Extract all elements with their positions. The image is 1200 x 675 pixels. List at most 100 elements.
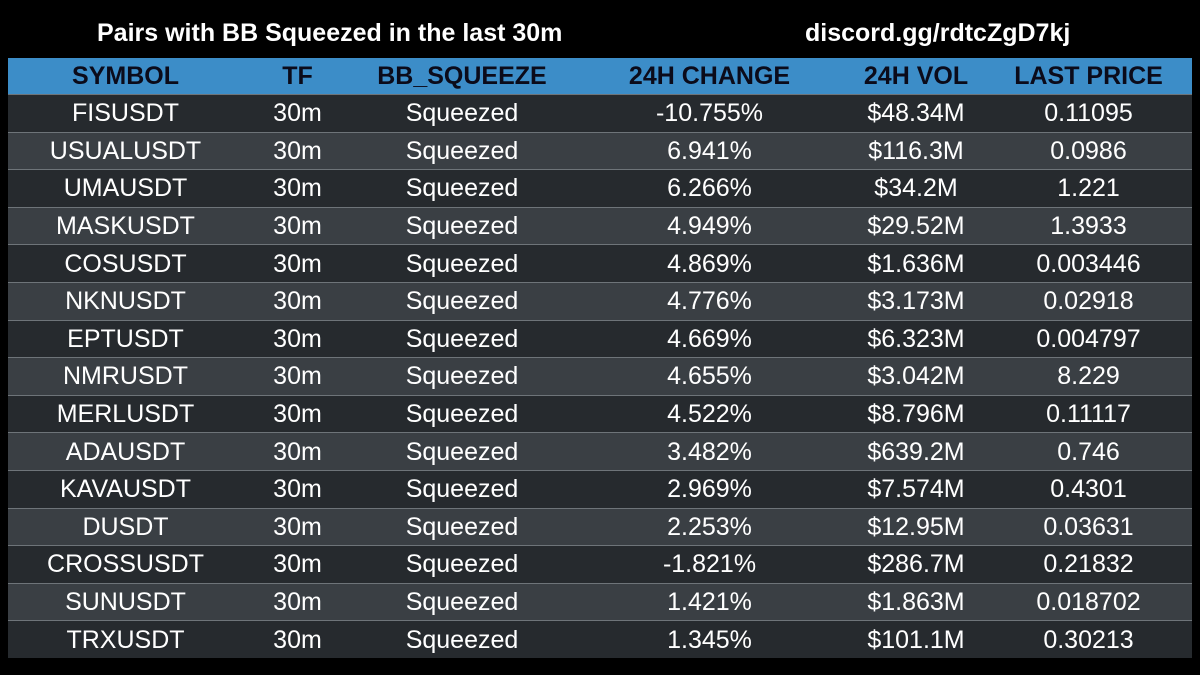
cell-24h-change: 4.522% (572, 394, 847, 433)
table-row: UMAUSDT 30m Squeezed 6.266% $34.2M 1.221 (8, 169, 1192, 208)
cell-bb-squeeze: Squeezed (352, 582, 572, 621)
cell-24h-vol: $1.636M (847, 244, 985, 283)
cell-last-price: 0.03631 (985, 507, 1192, 546)
cell-tf: 30m (243, 582, 352, 621)
cell-tf: 30m (243, 394, 352, 433)
cell-24h-change: 6.266% (572, 169, 847, 208)
cell-24h-change: 2.253% (572, 507, 847, 546)
cell-tf: 30m (243, 94, 352, 133)
cell-24h-change: 4.869% (572, 244, 847, 283)
table-row: NMRUSDT 30m Squeezed 4.655% $3.042M 8.229 (8, 357, 1192, 396)
cell-symbol: TRXUSDT (8, 620, 243, 658)
column-header-24h-change: 24H CHANGE (572, 58, 847, 95)
table-header-row: SYMBOL TF BB_SQUEEZE 24H CHANGE 24H VOL … (8, 58, 1192, 95)
table-row: USUALUSDT 30m Squeezed 6.941% $116.3M 0.0986 (8, 131, 1192, 170)
cell-symbol: ADAUSDT (8, 432, 243, 471)
cell-tf: 30m (243, 281, 352, 321)
cell-last-price: 0.003446 (985, 244, 1192, 283)
table-row: ADAUSDT 30m Squeezed 3.482% $639.2M 0.746 (8, 432, 1192, 471)
discord-link[interactable]: discord.gg/rdtcZgD7kj (805, 19, 1071, 47)
table-body: FISUSDT 30m Squeezed -10.755% $48.34M 0.11095… (8, 94, 1192, 658)
cell-tf: 30m (243, 432, 352, 471)
cell-24h-change: 4.949% (572, 206, 847, 245)
cell-24h-change: 4.776% (572, 281, 847, 321)
cell-24h-change: 6.941% (572, 131, 847, 170)
cell-last-price: 0.746 (985, 432, 1192, 471)
cell-24h-vol: $8.796M (847, 394, 985, 433)
cell-bb-squeeze: Squeezed (352, 169, 572, 208)
cell-24h-vol: $116.3M (847, 131, 985, 170)
cell-bb-squeeze: Squeezed (352, 94, 572, 133)
cell-24h-vol: $7.574M (847, 469, 985, 509)
squeeze-table: SYMBOL TF BB_SQUEEZE 24H CHANGE 24H VOL … (8, 58, 1192, 658)
cell-tf: 30m (243, 319, 352, 358)
table-row: MERLUSDT 30m Squeezed 4.522% $8.796M 0.11117 (8, 394, 1192, 433)
cell-bb-squeeze: Squeezed (352, 432, 572, 471)
cell-tf: 30m (243, 131, 352, 170)
table-row: KAVAUSDT 30m Squeezed 2.969% $7.574M 0.4301 (8, 469, 1192, 509)
cell-symbol: USUALUSDT (8, 131, 243, 170)
cell-symbol: DUSDT (8, 507, 243, 546)
cell-tf: 30m (243, 206, 352, 245)
cell-bb-squeeze: Squeezed (352, 620, 572, 658)
cell-last-price: 0.018702 (985, 582, 1192, 621)
cell-symbol: FISUSDT (8, 94, 243, 133)
cell-last-price: 0.21832 (985, 545, 1192, 584)
cell-symbol: MASKUSDT (8, 206, 243, 245)
cell-bb-squeeze: Squeezed (352, 545, 572, 584)
cell-24h-vol: $6.323M (847, 319, 985, 358)
cell-last-price: 0.11095 (985, 94, 1192, 133)
cell-symbol: KAVAUSDT (8, 469, 243, 509)
cell-bb-squeeze: Squeezed (352, 319, 572, 358)
cell-24h-change: 1.345% (572, 620, 847, 658)
cell-last-price: 0.004797 (985, 319, 1192, 358)
cell-bb-squeeze: Squeezed (352, 469, 572, 509)
cell-24h-vol: $29.52M (847, 206, 985, 245)
cell-last-price: 8.229 (985, 357, 1192, 396)
cell-symbol: COSUSDT (8, 244, 243, 283)
cell-bb-squeeze: Squeezed (352, 206, 572, 245)
cell-24h-change: 4.669% (572, 319, 847, 358)
cell-24h-vol: $3.173M (847, 281, 985, 321)
cell-last-price: 1.3933 (985, 206, 1192, 245)
cell-bb-squeeze: Squeezed (352, 131, 572, 170)
cell-last-price: 0.02918 (985, 281, 1192, 321)
cell-symbol: NKNUSDT (8, 281, 243, 321)
table-row: TRXUSDT 30m Squeezed 1.345% $101.1M 0.30213 (8, 620, 1192, 658)
cell-tf: 30m (243, 545, 352, 584)
cell-bb-squeeze: Squeezed (352, 244, 572, 283)
cell-24h-vol: $12.95M (847, 507, 985, 546)
cell-symbol: UMAUSDT (8, 169, 243, 208)
cell-symbol: NMRUSDT (8, 357, 243, 396)
cell-last-price: 1.221 (985, 169, 1192, 208)
cell-24h-change: 1.421% (572, 582, 847, 621)
column-header-bb-squeeze: BB_SQUEEZE (352, 58, 572, 95)
table-row: NKNUSDT 30m Squeezed 4.776% $3.173M 0.02918 (8, 281, 1192, 321)
column-header-last-price: LAST PRICE (985, 58, 1192, 95)
cell-symbol: SUNUSDT (8, 582, 243, 621)
cell-bb-squeeze: Squeezed (352, 507, 572, 546)
cell-24h-change: 4.655% (572, 357, 847, 396)
cell-tf: 30m (243, 169, 352, 208)
cell-24h-vol: $101.1M (847, 620, 985, 658)
column-header-symbol: SYMBOL (8, 58, 243, 95)
table-row: COSUSDT 30m Squeezed 4.869% $1.636M 0.003446 (8, 244, 1192, 283)
cell-24h-change: 2.969% (572, 469, 847, 509)
cell-last-price: 0.30213 (985, 620, 1192, 658)
cell-24h-vol: $286.7M (847, 545, 985, 584)
cell-last-price: 0.11117 (985, 394, 1192, 433)
table-row: DUSDT 30m Squeezed 2.253% $12.95M 0.03631 (8, 507, 1192, 546)
cell-bb-squeeze: Squeezed (352, 281, 572, 321)
cell-24h-vol: $639.2M (847, 432, 985, 471)
table-row: CROSSUSDT 30m Squeezed -1.821% $286.7M 0.2183… (8, 545, 1192, 584)
cell-tf: 30m (243, 469, 352, 509)
cell-symbol: MERLUSDT (8, 394, 243, 433)
table-row: MASKUSDT 30m Squeezed 4.949% $29.52M 1.3933 (8, 206, 1192, 245)
cell-last-price: 0.4301 (985, 469, 1192, 509)
table-row: EPTUSDT 30m Squeezed 4.669% $6.323M 0.004797 (8, 319, 1192, 358)
cell-24h-vol: $3.042M (847, 357, 985, 396)
cell-tf: 30m (243, 244, 352, 283)
cell-24h-vol: $48.34M (847, 94, 985, 133)
cell-bb-squeeze: Squeezed (352, 357, 572, 396)
cell-24h-change: -10.755% (572, 94, 847, 133)
